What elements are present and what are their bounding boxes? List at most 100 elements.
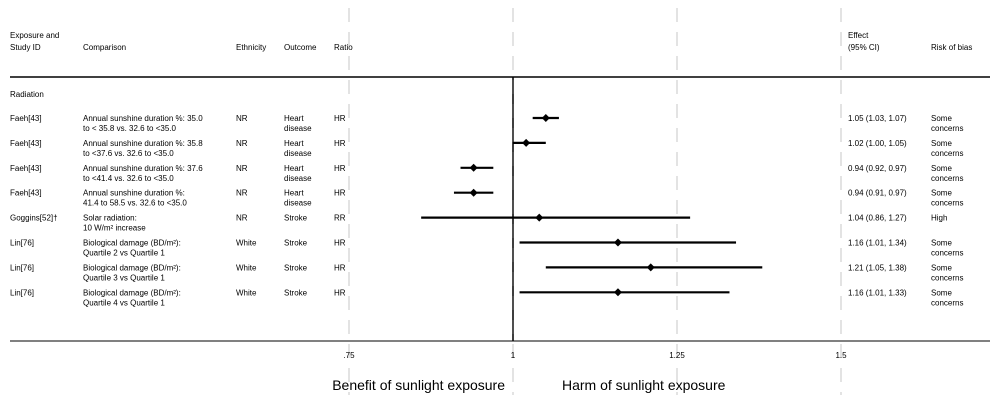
tick-label: 1: [511, 351, 516, 360]
risk-of-bias-1: Some: [931, 114, 952, 123]
study-row: Faeh[43] Annual sunshine duration %: 35.8…: [10, 138, 963, 158]
comparison-line-1: Annual sunshine duration %: 35.0: [83, 114, 203, 123]
risk-of-bias-1: Some: [931, 263, 952, 272]
ratio-type: HR: [334, 189, 346, 198]
outcome-line-1: Heart: [284, 139, 304, 148]
study-id: Lin[76]: [10, 239, 34, 248]
point-estimate: [613, 288, 622, 297]
comparison-line-2: Quartile 3 vs Quartile 1: [83, 273, 165, 282]
outcome-line-1: Heart: [284, 164, 304, 173]
effect-ci: 1.16 (1.01, 1.34): [848, 239, 907, 248]
study-row: Lin[76] Biological damage (BD/m²):Quartil…: [10, 288, 963, 307]
study-id: Faeh[43]: [10, 189, 42, 198]
comparison-line-1: Annual sunshine duration %: 37.6: [83, 164, 203, 173]
comparison-line-2: to <37.6 vs. 32.6 to <35.0: [83, 149, 174, 158]
outcome-line-1: Stroke: [284, 288, 308, 297]
effect-ci: 1.02 (1.00, 1.05): [848, 139, 907, 148]
comparison-line-1: Solar radiation:: [83, 214, 137, 223]
comparison-line-1: Biological damage (BD/m²):: [83, 288, 181, 297]
ratio-type: HR: [334, 239, 346, 248]
header-outcome: Outcome: [284, 43, 317, 52]
comparison-line-2: to < 35.8 vs. 32.6 to <35.0: [83, 124, 177, 133]
outcome-line-1: Stroke: [284, 239, 308, 248]
comparison-line-2: to <41.4 vs. 32.6 to <35.0: [83, 174, 174, 183]
comparison-line-2: Quartile 2 vs Quartile 1: [83, 249, 165, 258]
study-row: Lin[76] Biological damage (BD/m²):Quartil…: [10, 238, 963, 258]
header-ethnicity: Ethnicity: [236, 43, 266, 52]
ethnicity: NR: [236, 139, 248, 148]
ratio-type: HR: [334, 288, 346, 297]
header-ratio: Ratio: [334, 43, 353, 52]
effect-ci: 0.94 (0.92, 0.97): [848, 164, 907, 173]
risk-of-bias-2: concerns: [931, 174, 963, 183]
point-estimate: [535, 213, 544, 222]
header-effect-1: Effect: [848, 31, 869, 40]
benefit-label: Benefit of sunlight exposure: [332, 377, 505, 393]
outcome-line-1: Heart: [284, 189, 304, 198]
study-id: Lin[76]: [10, 263, 34, 272]
comparison-line-1: Biological damage (BD/m²):: [83, 239, 181, 248]
ethnicity: NR: [236, 164, 248, 173]
study-id: Faeh[43]: [10, 139, 42, 148]
risk-of-bias-2: concerns: [931, 124, 963, 133]
ratio-type: HR: [334, 263, 346, 272]
comparison-line-2: Quartile 4 vs Quartile 1: [83, 298, 165, 307]
comparison-line-2: 41.4 to 58.5 vs. 32.6 to <35.0: [83, 199, 187, 208]
ethnicity: NR: [236, 189, 248, 198]
point-estimate: [469, 163, 478, 172]
risk-of-bias-2: concerns: [931, 249, 963, 258]
ratio-type: HR: [334, 164, 346, 173]
risk-of-bias-1: Some: [931, 139, 952, 148]
header-comparison: Comparison: [83, 43, 126, 52]
study-row: Lin[76] Biological damage (BD/m²):Quartil…: [10, 263, 963, 282]
study-id: Faeh[43]: [10, 164, 42, 173]
outcome-line-1: Stroke: [284, 214, 308, 223]
harm-label: Harm of sunlight exposure: [562, 377, 726, 393]
effect-ci: 1.21 (1.05, 1.38): [848, 263, 907, 272]
outcome-line-1: Heart: [284, 114, 304, 123]
risk-of-bias-1: Some: [931, 189, 952, 198]
ethnicity: White: [236, 263, 257, 272]
ethnicity: White: [236, 239, 257, 248]
comparison-line-1: Biological damage (BD/m²):: [83, 263, 181, 272]
effect-ci: 0.94 (0.91, 0.97): [848, 189, 907, 198]
comparison-line-2: 10 W/m² increase: [83, 224, 146, 233]
effect-ci: 1.04 (0.86, 1.27): [848, 214, 907, 223]
outcome-line-2: disease: [284, 124, 312, 133]
point-estimate: [522, 138, 531, 147]
study-row: Goggins[52]† Solar radiation:10 W/m² incr…: [10, 213, 947, 233]
comparison-line-1: Annual sunshine duration %:: [83, 189, 185, 198]
effect-ci: 1.05 (1.03, 1.07): [848, 114, 907, 123]
ratio-type: RR: [334, 214, 346, 223]
risk-of-bias-1: Some: [931, 239, 952, 248]
point-estimate: [541, 114, 550, 122]
risk-of-bias-1: Some: [931, 288, 952, 297]
study-row: Faeh[43] Annual sunshine duration %:41.4 …: [10, 188, 963, 208]
risk-of-bias-1: High: [931, 214, 947, 223]
header-bias: Risk of bias: [931, 43, 972, 52]
study-row: Faeh[43] Annual sunshine duration %: 37.6…: [10, 163, 963, 183]
ethnicity: NR: [236, 214, 248, 223]
point-estimate: [469, 188, 478, 197]
ethnicity: NR: [236, 114, 248, 123]
header-effect-2: (95% CI): [848, 43, 880, 52]
header-study-1: Exposure and: [10, 31, 59, 40]
risk-of-bias-2: concerns: [931, 273, 963, 282]
study-row: Faeh[43] Annual sunshine duration %: 35.0…: [10, 114, 963, 133]
ethnicity: White: [236, 288, 257, 297]
tick-label: 1.5: [835, 351, 847, 360]
point-estimate: [613, 238, 622, 247]
header-study-2: Study ID: [10, 43, 41, 52]
study-id: Goggins[52]†: [10, 214, 58, 223]
outcome-line-2: disease: [284, 149, 312, 158]
tick-label: 1.25: [669, 351, 685, 360]
study-id: Lin[76]: [10, 288, 34, 297]
risk-of-bias-2: concerns: [931, 298, 963, 307]
outcome-line-2: disease: [284, 199, 312, 208]
reference-lines: [348, 8, 842, 395]
risk-of-bias-2: concerns: [931, 199, 963, 208]
study-id: Faeh[43]: [10, 114, 42, 123]
outcome-line-1: Stroke: [284, 263, 308, 272]
outcome-line-2: disease: [284, 174, 312, 183]
